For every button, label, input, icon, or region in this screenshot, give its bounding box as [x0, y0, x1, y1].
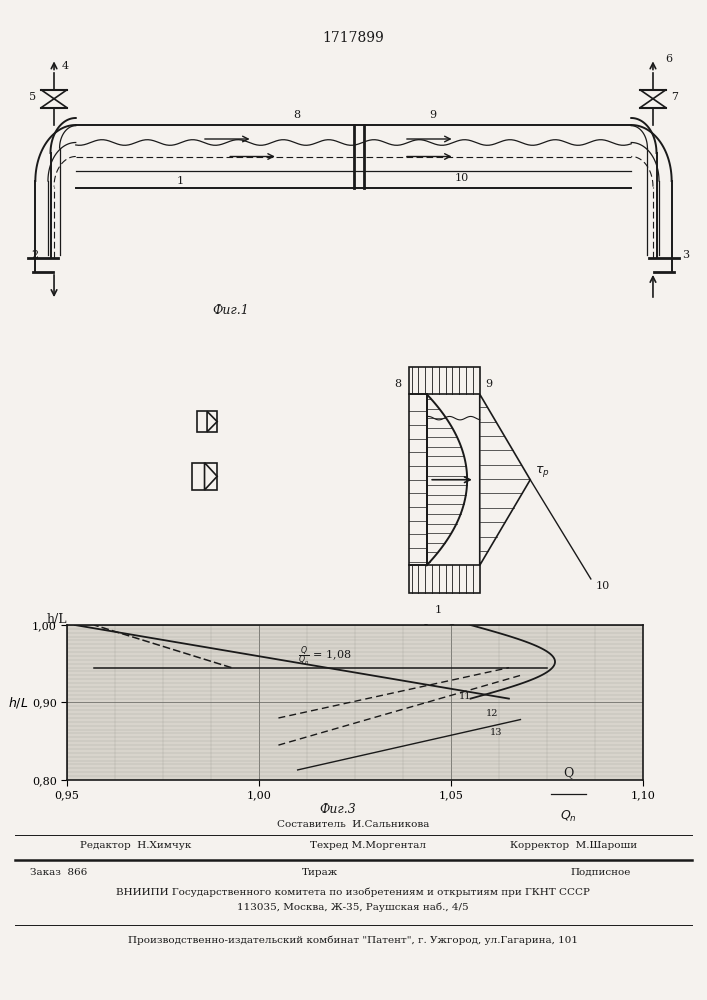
Text: Техред М.Моргентал: Техред М.Моргентал	[310, 841, 426, 850]
Bar	[197, 411, 217, 432]
Text: Составитель  И.Сальникова: Составитель И.Сальникова	[277, 820, 429, 829]
Bar	[192, 463, 217, 490]
Polygon shape	[207, 411, 217, 432]
Text: ВНИИПИ Государственного комитета по изобретениям и открытиям при ГКНТ СССР: ВНИИПИ Государственного комитета по изоб…	[116, 888, 590, 897]
Text: Производственно-издательский комбинат "Патент", г. Ужгород, ул.Гагарина, 101: Производственно-издательский комбинат "П…	[128, 936, 578, 945]
Text: 113035, Москва, Ж-35, Раушская наб., 4/5: 113035, Москва, Ж-35, Раушская наб., 4/5	[237, 902, 469, 912]
Y-axis label: $h/L$: $h/L$	[8, 695, 28, 710]
Text: $\tau_p$: $\tau_p$	[535, 464, 550, 479]
Text: 10: 10	[596, 581, 610, 591]
Text: Редактор  Н.Химчук: Редактор Н.Химчук	[80, 841, 192, 850]
Text: $Q_n$: $Q_n$	[560, 809, 577, 824]
Text: 1: 1	[177, 176, 184, 186]
Text: 7: 7	[671, 93, 677, 103]
Text: 8: 8	[394, 379, 401, 389]
Text: Фиг.2: Фиг.2	[419, 624, 456, 637]
Text: 8: 8	[293, 110, 300, 120]
Text: 3: 3	[682, 250, 689, 260]
Bar	[409, 367, 480, 394]
Text: 2: 2	[31, 250, 38, 260]
Bar	[409, 565, 480, 593]
Text: h/L: h/L	[47, 613, 66, 626]
Text: 5: 5	[29, 93, 36, 103]
Text: Тираж: Тираж	[302, 868, 338, 877]
Bar	[409, 394, 427, 565]
Text: Корректор  М.Шароши: Корректор М.Шароши	[510, 841, 637, 850]
Text: Заказ  866: Заказ 866	[30, 868, 87, 877]
Text: 13: 13	[490, 728, 502, 737]
Text: Подписное: Подписное	[570, 868, 631, 877]
Polygon shape	[204, 463, 217, 490]
Text: 6: 6	[665, 54, 673, 64]
Text: 1717899: 1717899	[322, 30, 385, 44]
Text: Фиг.3: Фиг.3	[320, 803, 356, 816]
Text: Фиг.1: Фиг.1	[212, 304, 249, 317]
Text: 12: 12	[486, 709, 498, 718]
Text: 11: 11	[459, 692, 472, 701]
Text: 10: 10	[455, 173, 469, 183]
Text: 9: 9	[429, 110, 436, 120]
Text: 1: 1	[434, 605, 441, 615]
Text: 4: 4	[62, 61, 69, 71]
Text: $\frac{Q}{Q_n}$ = 1,08: $\frac{Q}{Q_n}$ = 1,08	[298, 644, 351, 668]
Text: Q: Q	[563, 766, 573, 779]
Text: 9: 9	[485, 379, 492, 389]
